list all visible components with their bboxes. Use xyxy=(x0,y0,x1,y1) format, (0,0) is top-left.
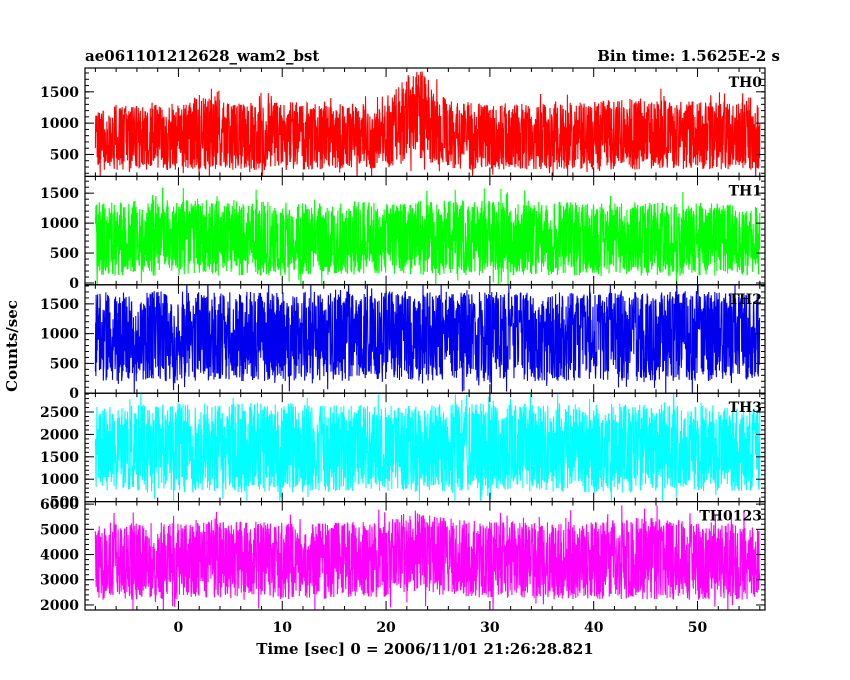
y-tick-label: 500 xyxy=(50,147,79,163)
panel-th0: 500 1000 1500 TH0 xyxy=(40,67,766,178)
panel-frame xyxy=(84,501,766,611)
y-tick-label: 1500 xyxy=(40,450,79,466)
figure-right-title: Bin time: 1.5625E-2 s xyxy=(597,47,780,65)
y-tick-label: 1500 xyxy=(40,85,79,101)
y-tick-label: 1000 xyxy=(40,116,79,132)
x-tick-label: 20 xyxy=(376,620,396,636)
panel-name: TH0123 xyxy=(699,509,762,525)
y-tick-label: 1500 xyxy=(40,186,79,202)
y-tick-label: 2000 xyxy=(40,427,79,443)
x-tick-label: 40 xyxy=(584,620,604,636)
y-tick-label: 2000 xyxy=(40,598,79,614)
trace-th3 xyxy=(94,393,761,502)
y-tick-label: 3000 xyxy=(40,573,79,589)
trace-th0123 xyxy=(94,505,761,611)
y-tick-label: 500 xyxy=(50,356,79,372)
trace-th2 xyxy=(94,284,761,394)
y-axis-label: Counts/sec xyxy=(3,300,21,392)
panel-th3: 500 1000 1500 2000 2500 TH3 xyxy=(40,392,766,511)
x-tick-label: 50 xyxy=(688,620,708,636)
panel-name: TH3 xyxy=(729,400,762,416)
x-axis-label: Time [sec] 0 = 2006/11/01 21:26:28.821 xyxy=(256,640,593,658)
x-axis: 0 10 20 30 40 50 xyxy=(174,620,708,636)
y-tick-label: 5000 xyxy=(40,522,79,538)
y-tick-label: 4000 xyxy=(40,548,79,564)
y-tick-label: 0 xyxy=(69,386,79,402)
y-tick-label: 1500 xyxy=(40,297,79,313)
trace-th0 xyxy=(94,71,761,177)
x-tick-label: 10 xyxy=(273,620,293,636)
y-tick-label: 1000 xyxy=(40,216,79,232)
x-tick-label: 0 xyxy=(174,620,184,636)
y-tick-label: 500 xyxy=(50,495,79,511)
y-tick-label: 2500 xyxy=(40,405,79,421)
panel-th1: 0 500 1000 1500 TH1 xyxy=(40,175,766,292)
panel-name: TH2 xyxy=(729,292,762,308)
figure-left-title: ae061101212628_wam2_bst xyxy=(85,47,319,65)
panel-th0123: 2000 3000 4000 5000 6000 TH0123 xyxy=(40,497,766,614)
trace-th1 xyxy=(94,187,761,285)
panel-th2: 0 500 1000 1500 TH2 xyxy=(40,284,766,402)
panels-group: 500 1000 1500 TH0 0 500 1000 1500 TH1 0 500 1000 150… xyxy=(40,67,766,614)
panel-name: TH0 xyxy=(729,75,763,91)
x-tick-label: 30 xyxy=(480,620,500,636)
y-tick-label: 1000 xyxy=(40,327,79,343)
y-tick-label: 0 xyxy=(69,276,79,292)
y-tick-label: 1000 xyxy=(40,472,79,488)
y-tick-label: 6000 xyxy=(40,497,79,513)
panel-name: TH1 xyxy=(729,183,762,199)
y-tick-label: 500 xyxy=(50,246,79,262)
